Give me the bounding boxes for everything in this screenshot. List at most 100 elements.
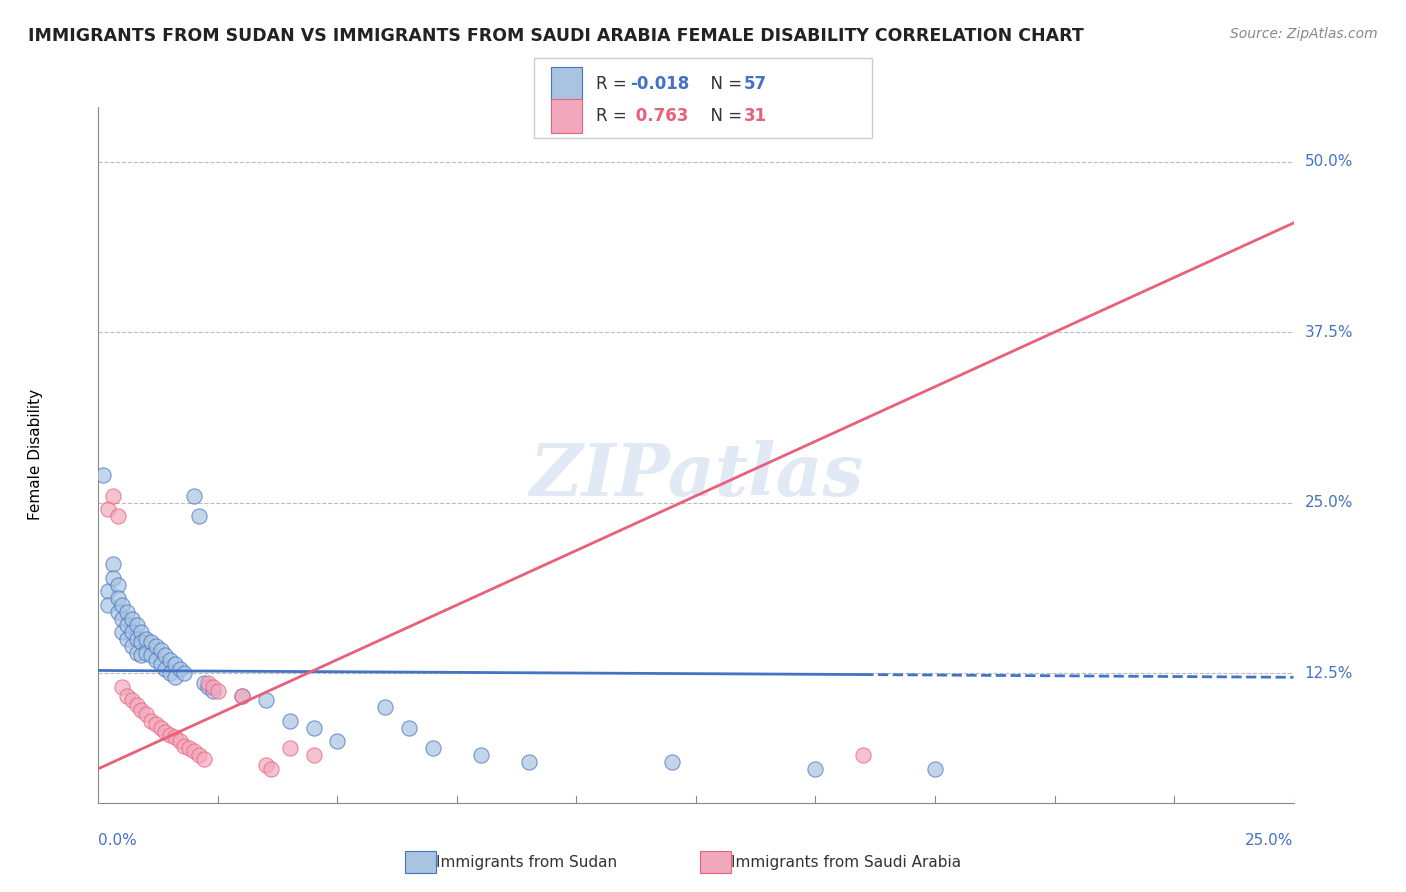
Point [131, 648, 153, 663]
Point [169, 734, 191, 748]
Point [121, 625, 143, 640]
Text: 0.763: 0.763 [630, 107, 689, 125]
Point [111, 680, 134, 694]
Point [131, 625, 153, 640]
Point [107, 591, 129, 606]
Point [422, 741, 444, 756]
Text: 25.0%: 25.0% [1246, 833, 1294, 848]
Text: R =: R = [596, 107, 633, 125]
Point [131, 635, 153, 649]
Point [804, 762, 827, 776]
Point [254, 693, 277, 707]
Point [139, 648, 162, 663]
Point [135, 707, 157, 722]
Point [115, 690, 138, 704]
Point [121, 639, 143, 653]
Point [121, 693, 143, 707]
Point [101, 571, 124, 585]
Point [183, 744, 205, 758]
Text: 57: 57 [744, 75, 766, 93]
Point [125, 618, 148, 632]
Point [125, 632, 148, 646]
Point [207, 684, 229, 698]
Point [111, 612, 134, 626]
Text: 37.5%: 37.5% [1305, 325, 1353, 340]
Text: Female Disability: Female Disability [28, 389, 44, 521]
Point [924, 762, 946, 776]
Point [121, 612, 143, 626]
Text: Immigrants from Saudi Arabia: Immigrants from Saudi Arabia [731, 855, 962, 870]
Point [187, 747, 209, 762]
Point [97, 598, 120, 612]
Text: N =: N = [700, 75, 748, 93]
Point [173, 666, 195, 681]
Point [163, 657, 186, 671]
Point [111, 598, 134, 612]
Point [278, 714, 301, 728]
Point [193, 752, 215, 766]
Point [139, 714, 162, 728]
Point [107, 605, 129, 619]
Point [135, 632, 157, 646]
Point [155, 662, 177, 676]
Text: N =: N = [700, 107, 748, 125]
Text: 50.0%: 50.0% [1305, 154, 1353, 169]
Point [149, 721, 172, 735]
Point [145, 639, 167, 653]
Point [231, 690, 253, 704]
Point [517, 755, 540, 769]
Point [155, 648, 177, 663]
Point [125, 698, 148, 712]
Point [101, 489, 124, 503]
Point [159, 666, 181, 681]
Point [173, 739, 195, 753]
Point [115, 632, 138, 646]
Text: R =: R = [596, 75, 633, 93]
Point [145, 652, 167, 666]
Point [326, 734, 349, 748]
Point [302, 721, 325, 735]
Text: ZIPatlas: ZIPatlas [529, 441, 863, 511]
Point [259, 762, 281, 776]
Point [187, 509, 209, 524]
Point [91, 468, 114, 483]
Point [302, 747, 325, 762]
Point [197, 675, 219, 690]
Point [149, 643, 172, 657]
Point [202, 684, 225, 698]
Point [193, 675, 215, 690]
Point [125, 646, 148, 660]
Point [163, 731, 186, 745]
Point [159, 652, 181, 666]
Text: -0.018: -0.018 [630, 75, 689, 93]
Point [231, 690, 253, 704]
Point [97, 502, 120, 516]
Point [135, 646, 157, 660]
Point [159, 728, 181, 742]
Point [115, 618, 138, 632]
Point [131, 703, 153, 717]
Point [101, 557, 124, 571]
Text: Source: ZipAtlas.com: Source: ZipAtlas.com [1230, 27, 1378, 41]
Point [155, 724, 177, 739]
Point [398, 721, 420, 735]
Point [183, 489, 205, 503]
Point [254, 757, 277, 772]
Point [197, 680, 219, 694]
Point [278, 741, 301, 756]
Point [149, 657, 172, 671]
Point [115, 605, 138, 619]
Point [163, 670, 186, 684]
Point [852, 747, 875, 762]
Point [169, 662, 191, 676]
Point [179, 741, 201, 756]
Point [111, 625, 134, 640]
Point [107, 509, 129, 524]
Text: 31: 31 [744, 107, 766, 125]
Text: IMMIGRANTS FROM SUDAN VS IMMIGRANTS FROM SAUDI ARABIA FEMALE DISABILITY CORRELAT: IMMIGRANTS FROM SUDAN VS IMMIGRANTS FROM… [28, 27, 1084, 45]
Point [139, 635, 162, 649]
Point [470, 747, 492, 762]
Text: Immigrants from Sudan: Immigrants from Sudan [436, 855, 617, 870]
Point [374, 700, 396, 714]
Point [97, 584, 120, 599]
